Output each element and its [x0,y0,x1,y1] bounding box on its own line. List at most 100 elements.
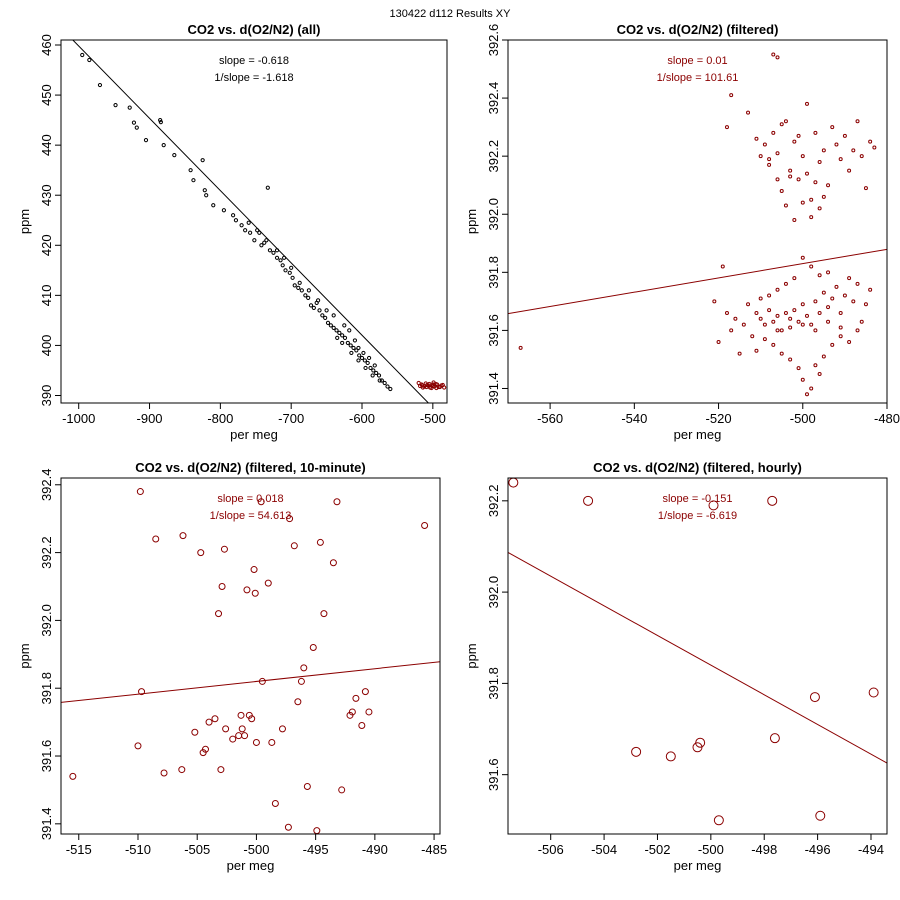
data-point [424,384,429,390]
data-point [631,746,642,757]
data-point [306,288,311,293]
data-point [211,203,216,208]
data-point [292,283,297,288]
inverse-slope-annotation: 1/slope = 101.61 [657,72,739,84]
data-point [779,189,784,194]
x-tick-label: -504 [591,842,617,857]
data-point [813,299,818,304]
data-point [382,380,387,386]
data-point [762,337,767,342]
data-point [863,302,868,307]
data-point [813,328,818,333]
data-point [328,323,333,328]
data-point [720,264,725,269]
data-point [258,677,266,685]
data-point [152,535,160,543]
data-point [377,378,382,383]
data-point [847,340,852,345]
y-tick-label: 392.4 [486,82,501,115]
data-point [830,342,835,347]
data-point [365,708,373,716]
data-point [143,138,149,143]
data-point [859,154,864,159]
x-tick-label: -502 [644,842,670,857]
data-point [817,159,822,164]
data-point [259,243,264,248]
data-point [138,688,146,696]
y-axis-label: ppm [464,209,479,234]
slope-annotation: slope = 0.018 [217,493,283,505]
data-point [800,302,805,307]
data-point [243,586,251,594]
data-point [813,130,818,135]
chart-title: CO2 vs. d(O2/N2) (all) [188,22,321,37]
y-tick-label: 391.4 [39,808,54,841]
data-point [287,270,292,275]
data-point [333,498,341,506]
data-point [583,495,594,506]
data-point [758,316,763,321]
data-point [191,728,199,736]
data-point [826,305,831,310]
data-point [289,265,294,270]
data-point [290,275,295,280]
data-point [294,698,302,706]
data-point [809,215,814,220]
data-point [771,319,776,324]
x-tick-label: -900 [137,411,163,426]
data-point [265,185,270,190]
data-point [366,355,372,361]
data-point [817,273,822,278]
slope-annotation: slope = -0.618 [219,55,289,67]
data-point [264,579,272,587]
y-tick-label: 391.6 [39,740,54,773]
data-point [792,276,797,281]
data-point [179,532,187,540]
data-point [363,365,368,371]
y-tick-label: 391.8 [486,667,501,700]
data-point [788,357,793,362]
data-point [838,325,843,330]
data-point [851,148,856,153]
data-point [695,737,706,748]
data-point [750,334,755,339]
data-point [87,57,92,63]
data-point [172,153,177,158]
data-point [361,688,369,696]
data-point [826,270,831,275]
data-point [779,351,784,356]
data-point [830,125,835,130]
plot-area [508,52,887,397]
data-point [427,381,432,387]
data-point [309,644,317,652]
data-point [767,162,772,167]
y-tick-label: 392.2 [39,536,54,569]
data-point [792,139,797,144]
data-point [746,110,751,115]
data-point [347,328,352,333]
data-point [713,815,724,826]
data-point [821,290,826,295]
data-point [769,733,780,744]
data-point [324,308,329,313]
data-point [221,208,226,213]
x-axis-label: per meg [674,858,722,873]
fit-line [508,551,887,764]
data-point [188,168,193,173]
chart-title: CO2 vs. d(O2/N2) (filtered, 10-minute) [135,460,365,475]
data-point [817,310,822,315]
data-point [855,281,860,286]
x-tick-label: -600 [349,411,375,426]
data-point [178,766,186,774]
x-tick-label: -800 [207,411,233,426]
data-point [215,610,223,618]
data-point [267,248,273,253]
data-point [248,230,253,235]
data-point [847,168,852,173]
data-point [204,193,209,198]
data-point [237,711,245,719]
data-point [349,350,354,356]
chart-panel-1: CO2 vs. d(O2/N2) (all) -1000 -900 -800 -700 -… [17,22,448,442]
y-tick-label: 390 [39,385,54,407]
data-point [335,335,340,341]
